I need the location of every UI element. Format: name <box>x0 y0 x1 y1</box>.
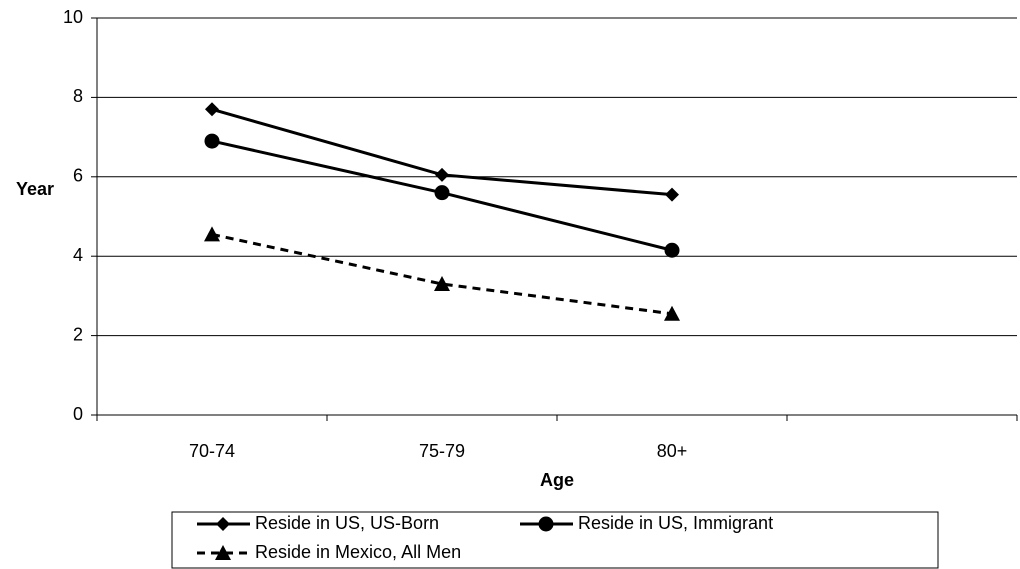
y-tick-label: 6 <box>73 166 83 186</box>
legend-label: Reside in Mexico, All Men <box>255 542 461 562</box>
series-line <box>211 107 673 197</box>
legend-marker <box>216 517 230 531</box>
y-tick-label: 0 <box>73 404 83 424</box>
legend-marker <box>215 545 231 560</box>
legend-label: Reside in US, Immigrant <box>578 513 773 533</box>
marker <box>664 305 680 321</box>
y-tick-label: 8 <box>73 86 83 106</box>
marker <box>665 187 679 202</box>
marker <box>435 167 449 182</box>
marker <box>204 133 220 149</box>
y-axis-label: Year <box>16 179 54 199</box>
marker <box>434 275 450 291</box>
marker <box>434 185 450 201</box>
x-tick-label: 70-74 <box>189 441 235 461</box>
y-tick-label: 2 <box>73 324 83 344</box>
marker <box>205 102 219 117</box>
series-line <box>211 232 673 316</box>
x-tick-label: 75-79 <box>419 441 465 461</box>
y-tick-label: 10 <box>63 7 83 27</box>
x-axis-label: Age <box>540 470 574 490</box>
marker <box>204 226 220 242</box>
y-tick-label: 4 <box>73 245 83 265</box>
x-tick-label: 80+ <box>657 441 688 461</box>
legend-label: Reside in US, US-Born <box>255 513 439 533</box>
marker <box>664 242 680 258</box>
legend-marker <box>538 516 554 532</box>
legend-box <box>171 511 939 569</box>
